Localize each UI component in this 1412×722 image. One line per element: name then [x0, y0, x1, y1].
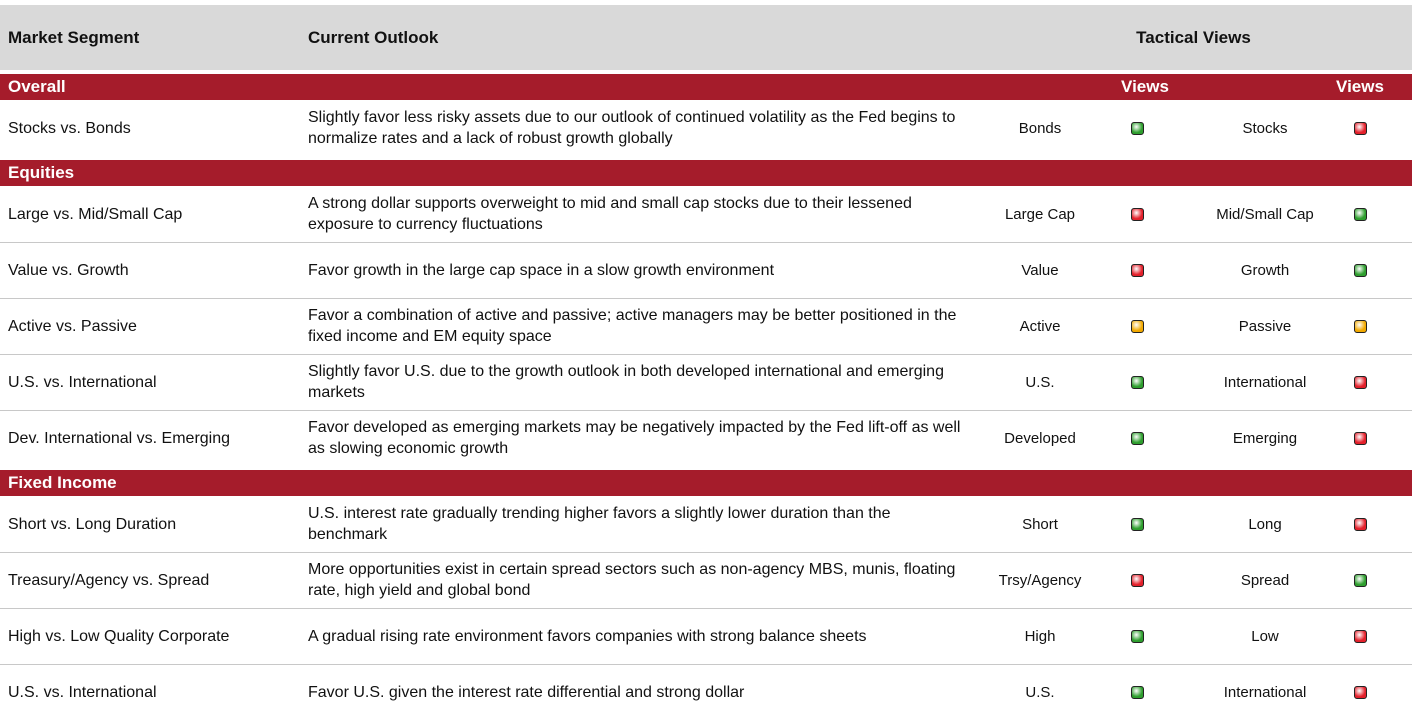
right-signal-cell: [1335, 354, 1385, 410]
left-view-label: Trsy/Agency: [998, 571, 1082, 589]
right-signal-cell: [1335, 552, 1385, 608]
segment-cell: Stocks vs. Bonds: [8, 119, 131, 137]
left-view-label: Bonds: [1018, 119, 1062, 137]
left-signal-cell: [1112, 186, 1162, 242]
segment-cell: Dev. International vs. Emerging: [8, 429, 231, 447]
views-label: Views: [1336, 77, 1384, 96]
section-bar: [0, 160, 1412, 186]
left-signal-light: [1130, 375, 1144, 389]
row-separator: [0, 354, 1412, 355]
section-title: Overall: [8, 77, 66, 96]
segment-cell: Large vs. Mid/Small Cap: [8, 205, 183, 223]
left-signal-light: [1130, 517, 1144, 531]
row-separator: [0, 664, 1412, 665]
outlook-cell: Favor U.S. given the interest rate diffe…: [308, 683, 745, 701]
right-signal-light: [1353, 685, 1367, 699]
right-signal-cell: [1335, 496, 1385, 552]
left-signal-light: [1130, 685, 1144, 699]
outlook-cell: Slightly favor less risky assets due to …: [308, 109, 956, 147]
right-signal-light: [1353, 629, 1367, 643]
left-view-label: Active: [1019, 317, 1061, 335]
section-title: Fixed Income: [8, 473, 117, 492]
header-outlook: Current Outlook: [308, 5, 908, 70]
outlook-cell: Slightly favor U.S. due to the growth ou…: [308, 363, 944, 401]
left-signal-cell: [1112, 664, 1162, 720]
right-signal-light: [1353, 121, 1367, 135]
row-separator: [0, 608, 1412, 609]
outlook-cell: More opportunities exist in certain spre…: [308, 561, 956, 599]
left-view-label: Large Cap: [1004, 205, 1076, 223]
left-signal-cell: [1112, 242, 1162, 298]
right-view-label: Passive: [1238, 317, 1292, 335]
right-signal-light: [1353, 517, 1367, 531]
left-view-label: Short: [1022, 515, 1058, 533]
row-separator: [0, 410, 1412, 411]
left-signal-cell: [1112, 298, 1162, 354]
segment-cell: Value vs. Growth: [8, 261, 129, 279]
right-signal-cell: [1335, 100, 1385, 156]
row-separator: [0, 552, 1412, 553]
segment-cell: U.S. vs. International: [8, 373, 157, 391]
right-signal-cell: [1335, 298, 1385, 354]
right-signal-cell: [1335, 186, 1385, 242]
left-signal-light: [1130, 263, 1144, 277]
right-signal-light: [1353, 375, 1367, 389]
right-view-label: Mid/Small Cap: [1216, 205, 1314, 223]
segment-cell: Active vs. Passive: [8, 317, 137, 335]
row-separator: [0, 298, 1412, 299]
outlook-cell: A strong dollar supports overweight to m…: [308, 195, 912, 233]
right-signal-light: [1353, 573, 1367, 587]
left-view-label: U.S.: [1025, 683, 1055, 701]
left-signal-light: [1130, 319, 1144, 333]
row-separator: [0, 242, 1412, 243]
right-signal-cell: [1335, 664, 1385, 720]
section-bar: [0, 470, 1412, 496]
outlook-cell: U.S. interest rate gradually trending hi…: [308, 505, 891, 543]
outlook-cell: Favor a combination of active and passiv…: [308, 307, 957, 345]
section-title: Equities: [8, 163, 75, 182]
right-view-label: Growth: [1240, 261, 1290, 279]
segment-cell: Treasury/Agency vs. Spread: [8, 571, 210, 589]
right-view-label: Stocks: [1242, 119, 1288, 137]
outlook-cell: Favor developed as emerging markets may …: [308, 419, 961, 457]
left-view-label: U.S.: [1025, 373, 1055, 391]
right-view-label: International: [1223, 373, 1307, 391]
right-signal-light: [1353, 319, 1367, 333]
header-segment: Market Segment: [8, 5, 298, 70]
left-signal-cell: [1112, 552, 1162, 608]
right-signal-light: [1353, 431, 1367, 445]
right-signal-light: [1353, 263, 1367, 277]
left-signal-light: [1130, 431, 1144, 445]
left-view-label: Developed: [1004, 429, 1076, 447]
right-view-label: Spread: [1240, 571, 1290, 589]
right-view-label: Low: [1251, 627, 1279, 645]
left-signal-cell: [1112, 410, 1162, 466]
left-signal-light: [1130, 207, 1144, 221]
left-signal-cell: [1112, 100, 1162, 156]
header-tactical: Tactical Views: [975, 5, 1412, 70]
right-signal-cell: [1335, 410, 1385, 466]
views-label: Views: [1121, 77, 1169, 96]
outlook-cell: Favor growth in the large cap space in a…: [308, 261, 775, 279]
right-signal-cell: [1335, 608, 1385, 664]
outlook-cell: A gradual rising rate environment favors…: [308, 627, 867, 645]
left-signal-cell: [1112, 354, 1162, 410]
segment-cell: High vs. Low Quality Corporate: [8, 627, 230, 645]
left-signal-light: [1130, 629, 1144, 643]
left-signal-light: [1130, 573, 1144, 587]
section-bar: [0, 74, 1412, 100]
left-view-label: High: [1024, 627, 1056, 645]
left-view-label: Value: [1021, 261, 1059, 279]
right-view-label: Emerging: [1232, 429, 1298, 447]
left-signal-light: [1130, 121, 1144, 135]
right-view-label: Long: [1248, 515, 1282, 533]
left-signal-cell: [1112, 608, 1162, 664]
segment-cell: Short vs. Long Duration: [8, 515, 177, 533]
right-view-label: International: [1223, 683, 1307, 701]
right-signal-cell: [1335, 242, 1385, 298]
segment-cell: U.S. vs. International: [8, 683, 157, 701]
left-signal-cell: [1112, 496, 1162, 552]
right-signal-light: [1353, 207, 1367, 221]
